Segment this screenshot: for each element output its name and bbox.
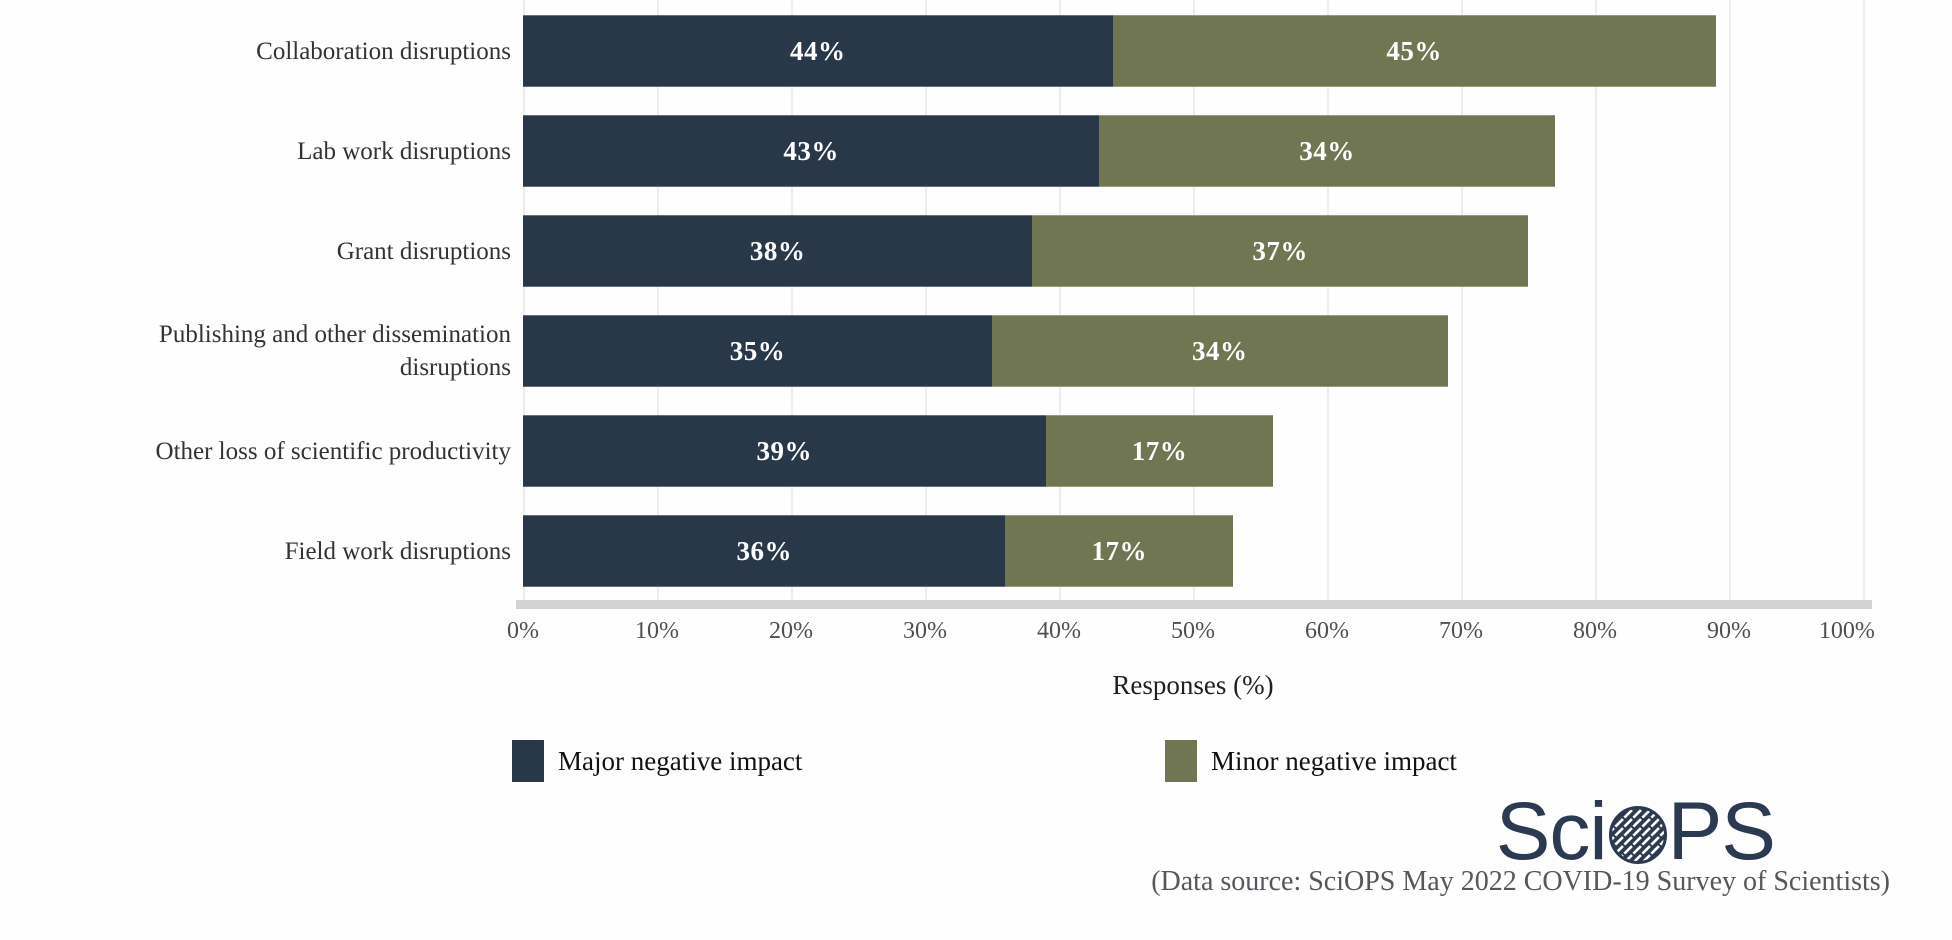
x-axis-tick: 40% bbox=[1037, 618, 1081, 644]
minor-impact-segment: 45% bbox=[1112, 15, 1716, 87]
legend-item-minor: Minor negative impact bbox=[1165, 738, 1457, 784]
gridline bbox=[523, 0, 525, 600]
bar-row: 35% 34% bbox=[523, 315, 1863, 387]
bar-row: 44% 45% bbox=[523, 15, 1863, 87]
gridline bbox=[925, 0, 927, 600]
bar-row: 36% 17% bbox=[523, 515, 1863, 587]
category-label: Publishing and other dissemination disru… bbox=[158, 321, 511, 381]
category-label: Field work disruptions bbox=[284, 537, 511, 565]
major-impact-segment: 44% bbox=[523, 15, 1113, 87]
value-label: 36% bbox=[736, 535, 792, 566]
x-axis-tick: 70% bbox=[1439, 618, 1483, 644]
x-axis-tick: 100% bbox=[1818, 618, 1875, 644]
x-axis-baseline bbox=[516, 600, 1872, 609]
value-label: 34% bbox=[1192, 335, 1248, 366]
x-axis-tick: 30% bbox=[903, 618, 947, 644]
legend-label-major: Major negative impact bbox=[558, 745, 803, 776]
minor-impact-segment: 34% bbox=[1099, 115, 1555, 187]
gridline bbox=[657, 0, 659, 600]
category-label: Collaboration disruptions bbox=[256, 37, 511, 65]
major-impact-segment: 35% bbox=[523, 315, 992, 387]
gridline bbox=[1059, 0, 1061, 600]
value-label: 39% bbox=[756, 435, 813, 466]
x-axis-title: Responses (%) bbox=[1112, 670, 1274, 700]
x-axis-tick: 90% bbox=[1707, 618, 1751, 644]
gridline bbox=[1729, 0, 1731, 600]
x-axis: 0% 10% 20% 30% 40% 50% 60% 70% 80% 90% 1… bbox=[507, 618, 1875, 652]
minor-impact-segment: 34% bbox=[992, 315, 1448, 387]
value-label: 37% bbox=[1252, 235, 1308, 266]
minor-impact-segment: 17% bbox=[1005, 515, 1234, 587]
major-impact-segment: 36% bbox=[523, 515, 1006, 587]
bar-row: 43% 34% bbox=[523, 115, 1863, 187]
legend-swatch-major bbox=[512, 740, 544, 782]
sciops-logo: Sci PS bbox=[1495, 786, 1776, 877]
major-impact-segment: 38% bbox=[523, 215, 1033, 287]
legend-label-minor: Minor negative impact bbox=[1211, 745, 1457, 776]
value-label: 17% bbox=[1131, 435, 1188, 466]
value-label: 34% bbox=[1299, 135, 1355, 166]
value-label: 35% bbox=[729, 335, 786, 366]
category-label: Lab work disruptions bbox=[297, 137, 511, 165]
x-axis-tick: 50% bbox=[1171, 618, 1215, 644]
legend-item-major: Major negative impact bbox=[512, 738, 802, 784]
hatched-globe-icon bbox=[1608, 806, 1667, 864]
category-label: Grant disruptions bbox=[336, 237, 511, 265]
gridline bbox=[1461, 0, 1463, 600]
value-label: 17% bbox=[1091, 535, 1148, 566]
minor-impact-segment: 37% bbox=[1032, 215, 1528, 287]
minor-impact-segment: 17% bbox=[1045, 415, 1274, 487]
logo-text-prefix: Sci bbox=[1495, 786, 1608, 877]
logo-text-suffix: PS bbox=[1667, 786, 1776, 877]
value-label: 38% bbox=[749, 235, 806, 266]
gridline bbox=[791, 0, 793, 600]
x-axis-tick: 20% bbox=[769, 618, 813, 644]
plot-area: 44% 45% 43% 34% 38% 37% 35% 34% 39% bbox=[523, 0, 1865, 600]
gridline bbox=[1595, 0, 1597, 600]
value-label: 44% bbox=[790, 35, 846, 66]
gridline bbox=[1863, 0, 1865, 600]
bar-row: 38% 37% bbox=[523, 215, 1863, 287]
value-label: 43% bbox=[783, 135, 839, 166]
legend-swatch-minor bbox=[1165, 740, 1197, 782]
data-source-caption: (Data source: SciOPS May 2022 COVID-19 S… bbox=[1151, 866, 1890, 897]
major-impact-segment: 39% bbox=[523, 415, 1046, 487]
x-axis-tick: 0% bbox=[507, 618, 539, 644]
value-label: 45% bbox=[1386, 35, 1442, 66]
x-axis-tick: 60% bbox=[1305, 618, 1349, 644]
bar-row: 39% 17% bbox=[523, 415, 1863, 487]
x-axis-tick: 80% bbox=[1573, 618, 1617, 644]
gridline bbox=[1327, 0, 1329, 600]
category-label: Other loss of scientific productivity bbox=[155, 437, 511, 465]
x-axis-tick: 10% bbox=[635, 618, 679, 644]
major-impact-segment: 43% bbox=[523, 115, 1100, 187]
gridline bbox=[1193, 0, 1195, 600]
